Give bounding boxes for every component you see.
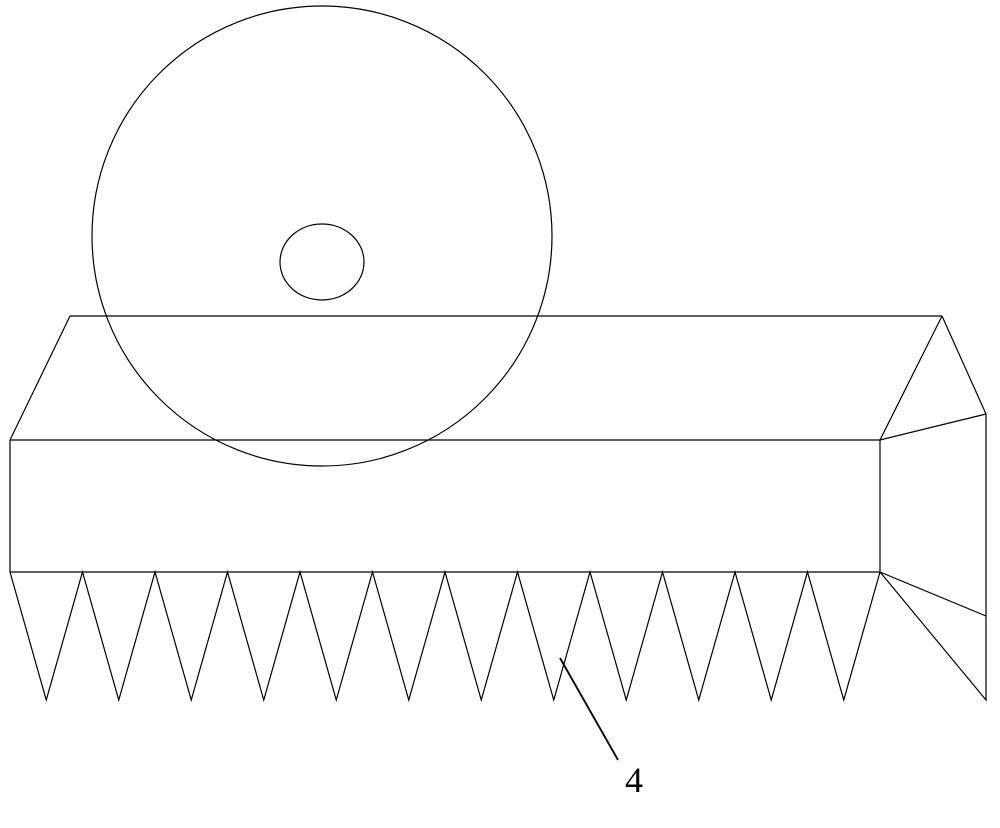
arbor-hole: [280, 224, 364, 300]
label-4-leader: [560, 658, 618, 760]
block-bottom-depth-edge: [880, 572, 986, 616]
block-left-chamfer: [10, 316, 70, 440]
teeth-right-depth: [880, 572, 986, 700]
teeth-row: [10, 572, 880, 700]
cutter-disc: [92, 6, 552, 466]
label-4: 4: [625, 760, 643, 800]
diagram-canvas: 4: [0, 0, 1000, 828]
block-right-chamfer-front: [880, 316, 942, 440]
block-right-mid-depth: [880, 414, 986, 440]
block-right-top-depth: [942, 316, 986, 414]
